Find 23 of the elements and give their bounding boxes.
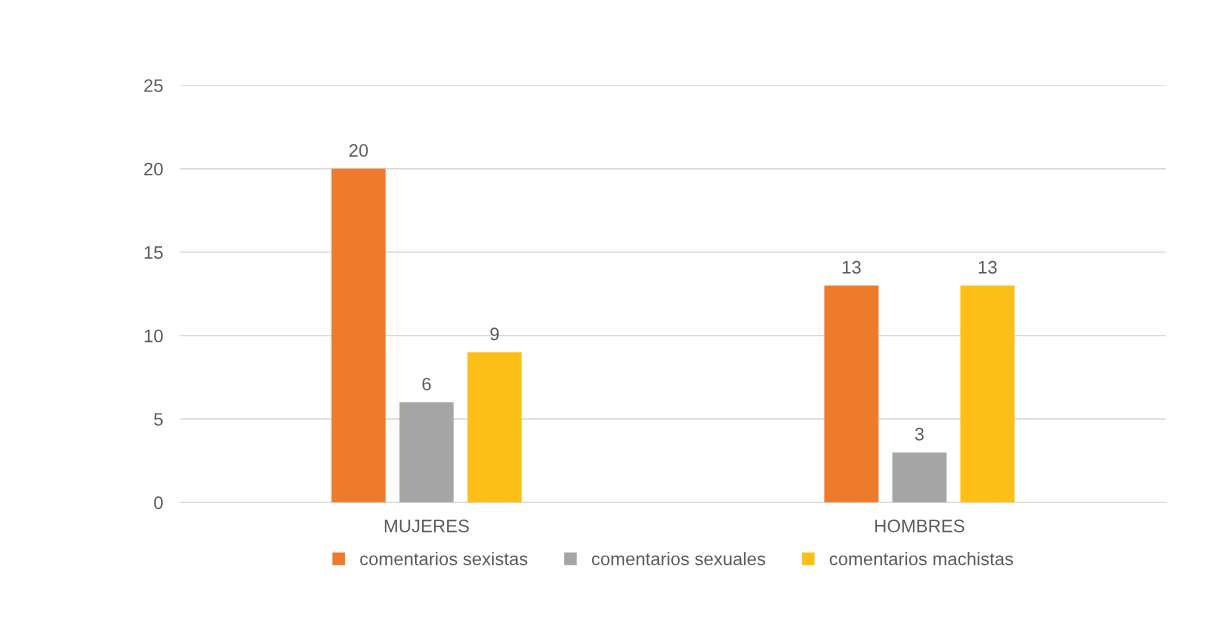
bar bbox=[467, 352, 522, 503]
legend-label: comentarios machistas bbox=[829, 552, 1013, 566]
data-label: 13 bbox=[978, 260, 997, 274]
legend-label: comentarios sexistas bbox=[360, 552, 528, 566]
bar bbox=[892, 452, 947, 503]
bar bbox=[824, 285, 879, 503]
data-label: 6 bbox=[422, 377, 431, 391]
y-tick-label: 15 bbox=[144, 246, 163, 259]
data-label: 13 bbox=[842, 260, 861, 274]
data-label: 20 bbox=[349, 144, 368, 157]
x-tick-label: MUJERES bbox=[384, 519, 469, 533]
y-tick-label: 0 bbox=[154, 496, 163, 510]
bar bbox=[960, 285, 1015, 503]
y-tick-label: 5 bbox=[154, 413, 163, 426]
bar bbox=[399, 402, 454, 503]
data-label: 3 bbox=[915, 427, 924, 441]
x-tick-label: HOMBRES bbox=[875, 519, 965, 533]
data-label: 9 bbox=[490, 327, 499, 341]
y-tick-label: 20 bbox=[144, 162, 163, 176]
y-tick-label: 10 bbox=[144, 329, 163, 343]
legend-label: comentarios sexuales bbox=[591, 552, 766, 566]
y-tick-label: 25 bbox=[144, 79, 163, 93]
bar bbox=[331, 168, 386, 503]
